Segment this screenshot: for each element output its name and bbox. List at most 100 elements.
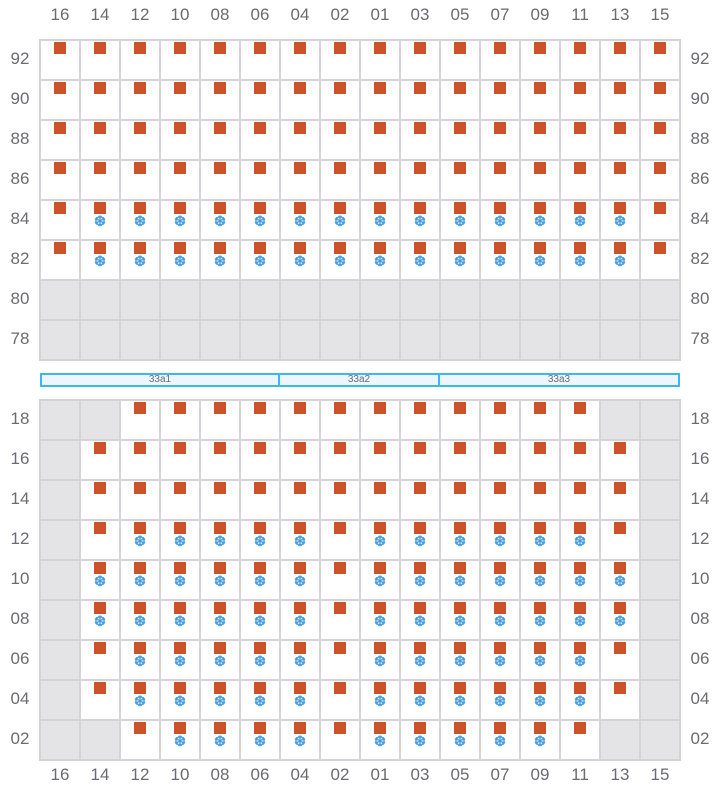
slot[interactable] (321, 601, 359, 639)
slot[interactable]: ❆ (201, 641, 239, 679)
slot[interactable] (281, 121, 319, 159)
slot[interactable] (641, 81, 679, 119)
slot[interactable]: ❆ (121, 241, 159, 279)
slot[interactable]: ❆ (161, 601, 199, 639)
slot[interactable] (41, 201, 79, 239)
slot[interactable] (81, 161, 119, 199)
slot[interactable] (601, 161, 639, 199)
slot[interactable]: ❆ (521, 641, 559, 679)
slot[interactable]: ❆ (241, 601, 279, 639)
slot[interactable] (161, 81, 199, 119)
slot[interactable] (441, 441, 479, 479)
slot[interactable]: ❆ (361, 241, 399, 279)
slot[interactable] (521, 161, 559, 199)
slot[interactable] (121, 721, 159, 759)
slot[interactable] (161, 401, 199, 439)
slot[interactable] (121, 481, 159, 519)
slot[interactable] (161, 481, 199, 519)
slot[interactable]: ❆ (401, 521, 439, 559)
slot[interactable]: ❆ (401, 241, 439, 279)
slot[interactable] (361, 41, 399, 79)
slot[interactable] (601, 441, 639, 479)
slot[interactable] (521, 441, 559, 479)
slot[interactable] (521, 481, 559, 519)
slot[interactable] (441, 481, 479, 519)
slot[interactable]: ❆ (601, 601, 639, 639)
slot[interactable]: ❆ (401, 201, 439, 239)
slot[interactable]: ❆ (161, 241, 199, 279)
slot[interactable] (441, 121, 479, 159)
slot[interactable]: ❆ (441, 721, 479, 759)
slot[interactable]: ❆ (361, 521, 399, 559)
slot[interactable] (241, 401, 279, 439)
slot[interactable]: ❆ (601, 561, 639, 599)
slot[interactable]: ❆ (521, 681, 559, 719)
slot[interactable] (81, 681, 119, 719)
slot[interactable] (561, 481, 599, 519)
slot[interactable] (121, 121, 159, 159)
slot[interactable]: ❆ (521, 601, 559, 639)
slot[interactable] (321, 441, 359, 479)
slot[interactable]: ❆ (401, 601, 439, 639)
slot[interactable] (361, 481, 399, 519)
slot[interactable] (601, 121, 639, 159)
slot[interactable]: ❆ (441, 241, 479, 279)
slot[interactable] (401, 161, 439, 199)
slot[interactable]: ❆ (401, 681, 439, 719)
slot[interactable] (241, 121, 279, 159)
slot[interactable]: ❆ (201, 561, 239, 599)
slot[interactable] (281, 401, 319, 439)
slot[interactable] (561, 161, 599, 199)
slot[interactable]: ❆ (241, 681, 279, 719)
slot[interactable]: ❆ (601, 201, 639, 239)
slot[interactable]: ❆ (441, 641, 479, 679)
slot[interactable] (641, 161, 679, 199)
slot[interactable] (561, 121, 599, 159)
slot[interactable] (321, 561, 359, 599)
slot[interactable]: ❆ (361, 601, 399, 639)
slot[interactable]: ❆ (561, 681, 599, 719)
slot[interactable]: ❆ (561, 561, 599, 599)
slot[interactable] (81, 481, 119, 519)
slot[interactable] (241, 41, 279, 79)
slot[interactable]: ❆ (481, 601, 519, 639)
slot[interactable]: ❆ (161, 681, 199, 719)
slot[interactable] (481, 481, 519, 519)
slot[interactable] (81, 41, 119, 79)
slot[interactable]: ❆ (481, 521, 519, 559)
slot[interactable]: ❆ (441, 201, 479, 239)
slot[interactable] (41, 81, 79, 119)
slot[interactable]: ❆ (281, 201, 319, 239)
slot[interactable] (81, 441, 119, 479)
slot[interactable] (481, 161, 519, 199)
slot[interactable] (601, 41, 639, 79)
slot[interactable]: ❆ (241, 201, 279, 239)
slot[interactable] (161, 41, 199, 79)
slot[interactable]: ❆ (241, 561, 279, 599)
slot[interactable]: ❆ (81, 241, 119, 279)
slot[interactable] (361, 121, 399, 159)
slot[interactable] (481, 401, 519, 439)
slot[interactable]: ❆ (281, 561, 319, 599)
slot[interactable] (601, 481, 639, 519)
slot[interactable]: ❆ (121, 681, 159, 719)
slot[interactable] (401, 441, 439, 479)
slot[interactable]: ❆ (241, 521, 279, 559)
slot[interactable]: ❆ (601, 241, 639, 279)
slot[interactable]: ❆ (281, 241, 319, 279)
slot[interactable] (641, 41, 679, 79)
slot[interactable] (441, 41, 479, 79)
slot[interactable] (81, 121, 119, 159)
slot[interactable] (161, 441, 199, 479)
slot[interactable]: ❆ (321, 241, 359, 279)
slot[interactable] (321, 641, 359, 679)
slot[interactable] (201, 121, 239, 159)
slot[interactable] (81, 521, 119, 559)
slot[interactable] (561, 401, 599, 439)
slot[interactable] (201, 441, 239, 479)
slot[interactable] (201, 401, 239, 439)
slot[interactable] (521, 41, 559, 79)
slot[interactable]: ❆ (561, 601, 599, 639)
slot[interactable]: ❆ (161, 561, 199, 599)
slot[interactable] (521, 81, 559, 119)
